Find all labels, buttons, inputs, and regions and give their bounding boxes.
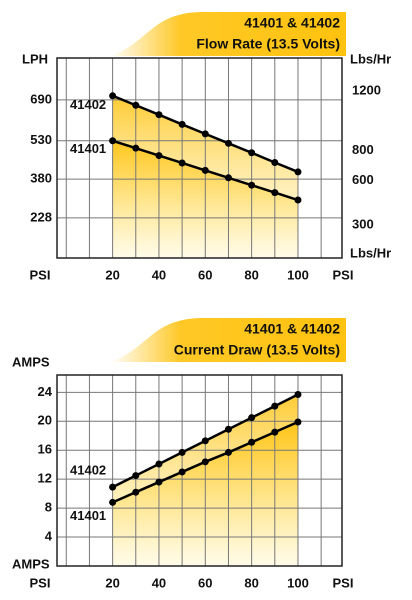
x-tick-label: 60 [198,267,212,282]
series-label: 41401 [70,141,106,156]
y-tick-label: 8 [45,500,52,515]
data-point [132,101,140,109]
series-label: 41402 [70,463,106,478]
data-point [155,478,163,486]
data-point [224,174,232,182]
x-tick-label: 100 [287,267,309,282]
data-point [248,438,256,446]
y-axis-label: AMPS [12,556,50,571]
y2-axis-label: Lbs/Hr [350,51,391,66]
y-tick-label: 12 [38,471,52,486]
data-point [271,402,279,410]
chart-title: 41401 & 41402 [244,321,340,337]
data-point [294,418,302,426]
title-banner [110,12,346,56]
chart-subtitle: Flow Rate (13.5 Volts) [196,36,340,52]
y2-tick-label: 300 [352,216,374,231]
y-tick-label: 16 [38,442,52,457]
x-axis-label: PSI [333,575,354,590]
data-point [294,391,302,399]
data-point [132,488,140,496]
y-tick-label: 530 [30,132,52,147]
y2-tick-label: 600 [352,172,374,187]
chart-title: 41401 & 41402 [244,15,340,31]
data-point [109,137,117,145]
x-tick-label: 80 [244,267,258,282]
data-point [224,448,232,456]
data-point [294,168,302,176]
data-point [248,414,256,422]
data-point [178,468,186,476]
y-tick-label: 4 [45,528,53,543]
y-tick-label: 690 [30,91,52,106]
data-point [109,92,117,100]
x-axis-label: PSI [333,267,354,282]
data-point [294,196,302,204]
y2-tick-label: 1200 [352,82,381,97]
y-axis-label: AMPS [12,354,50,369]
data-point [201,437,209,445]
title-banner [110,318,346,362]
x-tick-label: 40 [152,575,166,590]
data-point [248,181,256,189]
plot-border [56,374,343,567]
data-point [132,144,140,152]
data-point [224,139,232,147]
x-axis-label: PSI [30,267,51,282]
data-point [271,428,279,436]
data-point [224,425,232,433]
data-point [178,448,186,456]
data-point [201,130,209,138]
y2-axis-label: Lbs/Hr [350,245,391,260]
data-point [248,149,256,157]
y-axis-label: LPH [22,51,48,66]
x-tick-label: 100 [287,575,309,590]
series-label: 41401 [70,508,106,523]
data-point [271,158,279,166]
y-tick-label: 24 [38,384,53,399]
data-point [155,460,163,468]
x-tick-label: 20 [105,267,119,282]
data-point [201,458,209,466]
chart-subtitle: Current Draw (13.5 Volts) [174,342,340,358]
x-tick-label: 20 [105,575,119,590]
data-point [155,152,163,160]
y-tick-label: 228 [30,209,52,224]
y-tick-label: 380 [30,171,52,186]
data-point [132,472,140,480]
series-label: 41402 [70,97,106,112]
data-point [271,189,279,197]
data-point [178,159,186,167]
x-tick-label: 80 [244,575,258,590]
data-point [109,498,117,506]
x-tick-label: 40 [152,267,166,282]
data-point [201,166,209,174]
data-point [178,120,186,128]
x-tick-label: 60 [198,575,212,590]
plot-border [56,57,343,259]
data-point [109,483,117,491]
y-tick-label: 20 [38,413,52,428]
x-axis-label: PSI [30,575,51,590]
y2-tick-label: 800 [352,142,374,157]
data-point [155,111,163,119]
